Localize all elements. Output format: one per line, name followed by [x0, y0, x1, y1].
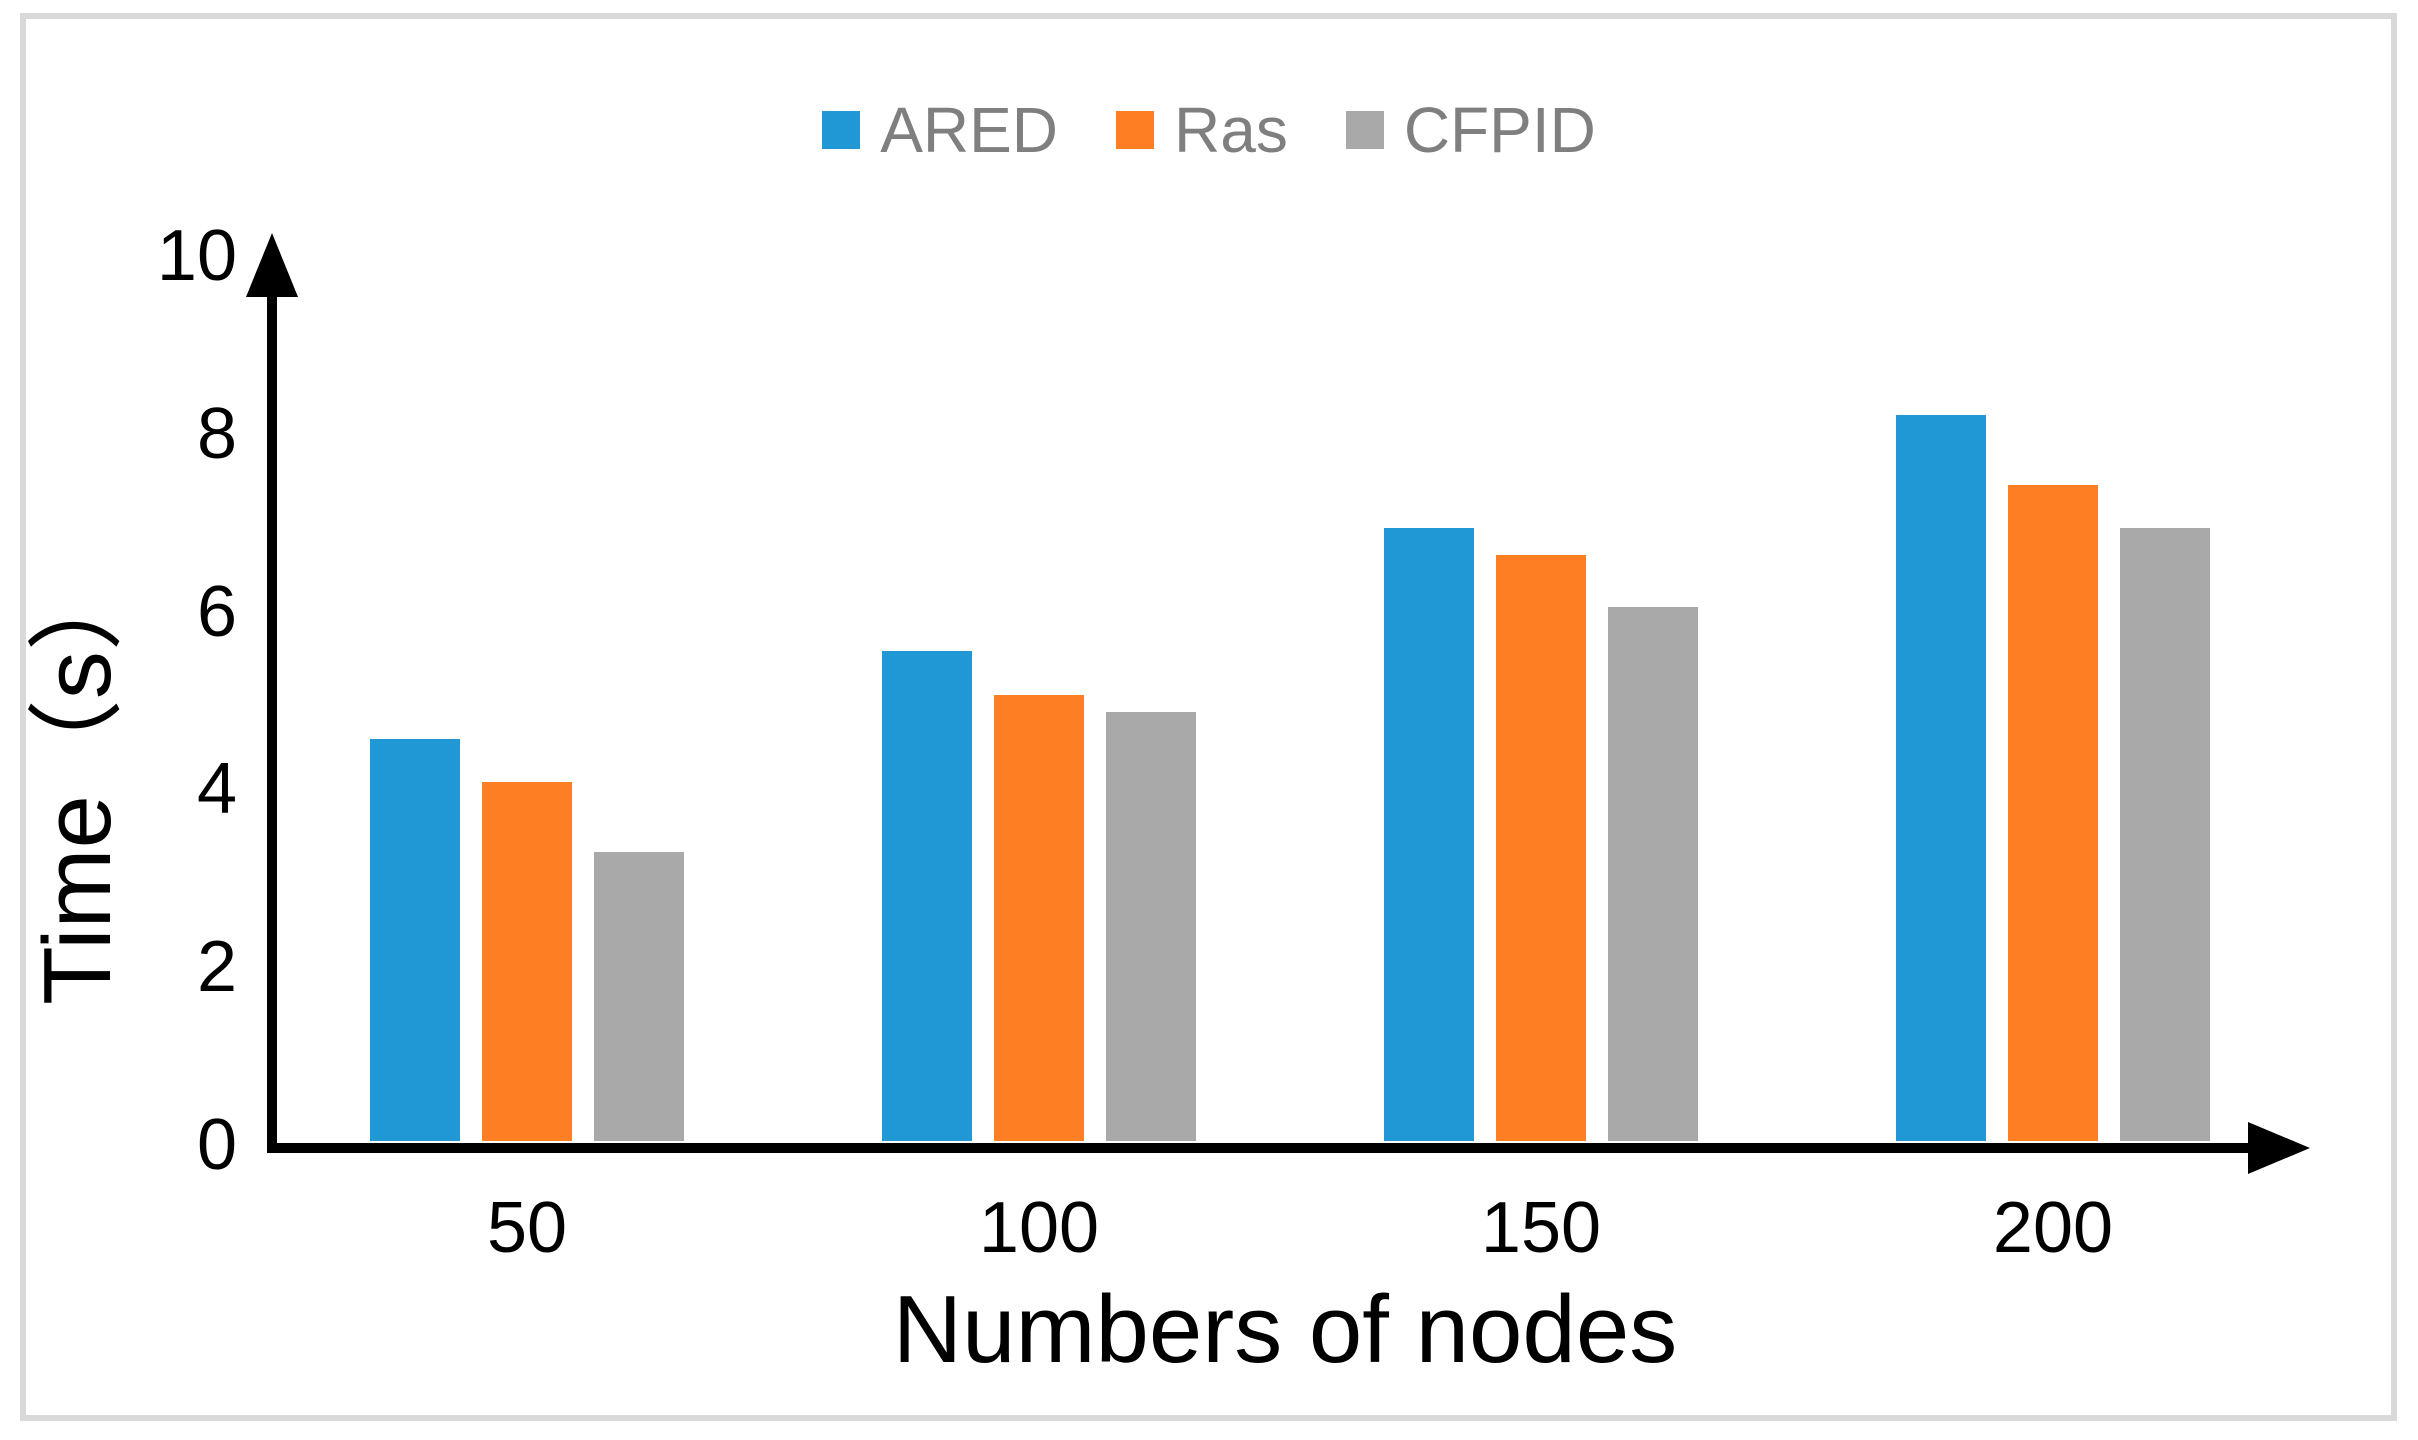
bar-ras-100: [994, 695, 1084, 1141]
legend: ARED Ras CFPID: [0, 98, 2418, 162]
bar-ared-100: [882, 651, 972, 1141]
x-axis-line: [267, 1143, 2260, 1153]
legend-label: CFPID: [1403, 94, 1596, 166]
bar-cfpid-50: [594, 852, 684, 1141]
legend-swatch-icon: [1116, 111, 1154, 149]
bar-cfpid-150: [1608, 607, 1698, 1141]
y-axis-line: [267, 285, 277, 1153]
x-tick-label: 100: [978, 1188, 1100, 1268]
legend-item-ared: ARED: [822, 98, 1058, 162]
y-tick-label: 10: [156, 216, 237, 296]
x-axis-arrowhead-icon: [2248, 1122, 2310, 1174]
y-tick-label: 6: [196, 571, 237, 652]
bar-ared-150: [1384, 528, 1474, 1141]
legend-swatch-icon: [822, 111, 861, 149]
figure-frame-border: [20, 13, 2397, 1421]
y-tick-label: 0: [196, 1105, 237, 1185]
legend-label: ARED: [880, 94, 1058, 166]
y-axis-arrowhead-icon: [246, 233, 298, 297]
bar-ras-50: [482, 782, 572, 1141]
y-tick-label: 4: [196, 749, 237, 830]
x-tick-label: 200: [1992, 1188, 2114, 1268]
x-tick-label: 50: [486, 1188, 568, 1268]
legend-swatch-icon: [1345, 111, 1384, 149]
x-axis-title: Numbers of nodes: [892, 1276, 1678, 1383]
y-tick-label: 8: [196, 393, 237, 474]
bar-ared-50: [370, 739, 460, 1141]
legend-item-ras: Ras: [1116, 98, 1288, 162]
legend-item-cfpid: CFPID: [1345, 94, 1596, 166]
bar-ras-200: [2008, 485, 2098, 1141]
bar-cfpid-200: [2120, 528, 2210, 1141]
bar-cfpid-100: [1106, 712, 1196, 1141]
y-tick-label: 2: [196, 927, 237, 1008]
legend-label: Ras: [1174, 94, 1288, 166]
bar-ared-200: [1896, 415, 1986, 1141]
bar-ras-150: [1496, 555, 1586, 1141]
x-tick-label: 150: [1480, 1188, 1602, 1268]
